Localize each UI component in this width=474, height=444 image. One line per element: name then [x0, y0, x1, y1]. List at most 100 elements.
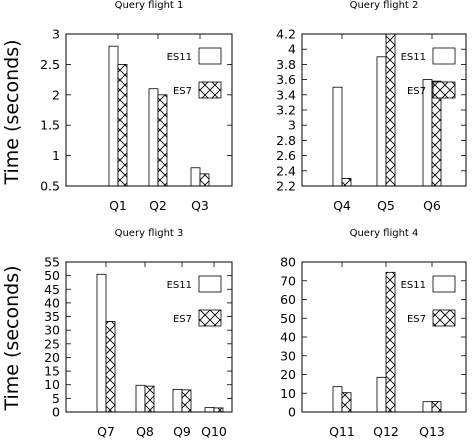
- y-tick-label: 3: [288, 118, 296, 133]
- x-tick-label: Q5: [377, 198, 395, 213]
- bar-es7-q3: [199, 173, 210, 187]
- y-tick-label: 30: [44, 323, 60, 338]
- plot-frame: [65, 33, 233, 187]
- y-tick-label: 40: [280, 330, 296, 345]
- y-tick-label: 0: [288, 405, 296, 420]
- legend-label: ES7: [407, 314, 426, 325]
- legend-swatch-es11: [198, 47, 222, 65]
- y-tick-label: 25: [44, 336, 60, 351]
- legend-label: ES11: [167, 52, 192, 63]
- y-tick-label: 1: [52, 148, 60, 163]
- x-tick-label: Q3: [191, 198, 209, 213]
- y-tick-label: 80: [280, 255, 296, 270]
- x-tick-label: Q7: [97, 424, 115, 439]
- legend-label: ES7: [173, 86, 192, 97]
- plot-frame: [65, 261, 233, 413]
- y-tick-label: 3.4: [276, 87, 296, 102]
- bar-es11-q2: [148, 88, 159, 187]
- bar-es11-q7: [96, 273, 107, 413]
- bar-es7-q8: [144, 385, 155, 413]
- x-tick-label: Q4: [333, 198, 351, 213]
- bar-es11-q5: [376, 56, 387, 187]
- y-tick-label: 3.6: [276, 72, 296, 87]
- y-tick-label: 50: [44, 268, 60, 283]
- bar-es11-q4: [332, 86, 343, 187]
- y-tick-label: 30: [280, 348, 296, 363]
- bar-es7-q5: [385, 33, 396, 187]
- y-tick-label: 2.2: [276, 179, 296, 194]
- y-tick-label: 4: [288, 42, 296, 57]
- y-tick-label: 4.2: [276, 27, 296, 42]
- x-tick-label: Q1: [109, 198, 127, 213]
- x-tick-label: Q13: [419, 424, 445, 439]
- legend-swatch-es11: [198, 275, 222, 293]
- legend-swatch-es7: [198, 81, 222, 99]
- y-tick-label: 0: [52, 405, 60, 420]
- plot-frame: [301, 33, 467, 187]
- chart-title: Query flight 2: [350, 0, 419, 11]
- bar-es11-q1: [108, 45, 119, 187]
- bar-es7-q7: [105, 321, 116, 413]
- y-tick-label: 3: [52, 27, 60, 42]
- bar-es11-q11: [332, 386, 343, 413]
- x-tick-label: Q6: [423, 198, 441, 213]
- legend-swatch-es7: [432, 309, 456, 327]
- bar-es7-q9: [181, 389, 192, 413]
- y-tick-label: 40: [44, 295, 60, 310]
- y-tick-label: 3.8: [276, 57, 296, 72]
- bar-es11-q10: [204, 407, 215, 413]
- y-tick-label: 2.8: [276, 133, 296, 148]
- legend-swatch-es7: [198, 309, 222, 327]
- plot-frame: [301, 261, 467, 413]
- chart-title: Query flight 1: [115, 0, 184, 11]
- legend-swatch-es7: [432, 81, 456, 99]
- legend-label: ES11: [401, 52, 426, 63]
- bar-es7-q10: [213, 407, 224, 413]
- y-tick-label: 55: [44, 255, 60, 270]
- chart-title: Query flight 4: [350, 228, 419, 239]
- x-tick-label: Q2: [149, 198, 167, 213]
- y-tick-label: 70: [280, 273, 296, 288]
- y-tick-label: 2.6: [276, 148, 296, 163]
- x-tick-label: Q12: [373, 424, 399, 439]
- y-tick-label: 3.2: [276, 103, 296, 118]
- bar-es7-q11: [341, 392, 352, 413]
- bar-es7-q1: [117, 64, 128, 187]
- y-tick-label: 35: [44, 309, 60, 324]
- y-tick-label: 20: [44, 350, 60, 365]
- y-tick-label: 45: [44, 282, 60, 297]
- legend-label: ES11: [401, 280, 426, 291]
- bar-es11-q13: [422, 401, 433, 413]
- legend-label: ES7: [407, 86, 426, 97]
- chart-title: Query flight 3: [115, 228, 184, 239]
- bar-es11-q9: [172, 388, 183, 413]
- y-tick-label: 0.5: [40, 179, 60, 194]
- bar-es7-q2: [157, 94, 168, 187]
- y-tick-label: 2.5: [40, 57, 60, 72]
- y-tick-label: 2.4: [276, 163, 296, 178]
- bar-es7-q4: [341, 177, 352, 187]
- legend-swatch-es11: [432, 47, 456, 65]
- y-tick-label: 5: [52, 391, 60, 406]
- bar-es7-q12: [385, 271, 396, 413]
- x-tick-label: Q9: [173, 424, 191, 439]
- x-tick-label: Q11: [329, 424, 355, 439]
- y-tick-label: 2: [52, 87, 60, 102]
- y-tick-label: 60: [280, 292, 296, 307]
- x-tick-label: Q8: [136, 424, 154, 439]
- legend-swatch-es11: [432, 275, 456, 293]
- y-tick-label: 10: [44, 377, 60, 392]
- y-tick-label: 1.5: [40, 118, 60, 133]
- legend-label: ES11: [167, 280, 192, 291]
- y-tick-label: 20: [280, 367, 296, 382]
- y-tick-label: 50: [280, 311, 296, 326]
- legend-label: ES7: [173, 314, 192, 325]
- x-tick-label: Q10: [201, 424, 227, 439]
- bar-es11-q12: [376, 376, 387, 413]
- bar-es7-q13: [431, 401, 442, 413]
- bar-es11-q8: [135, 384, 146, 413]
- y-tick-label: 10: [280, 386, 296, 401]
- y-axis-label-bottom: Time (seconds): [1, 265, 23, 411]
